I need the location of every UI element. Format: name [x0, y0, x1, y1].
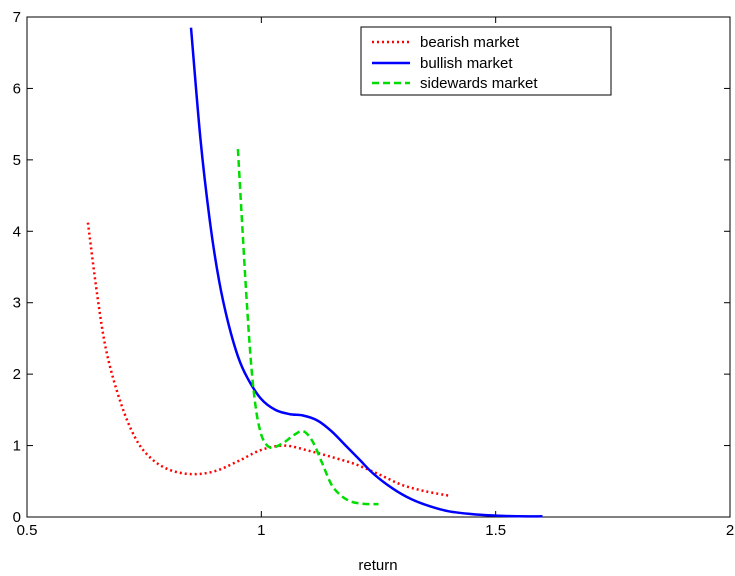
x-tick-label: 0.5 [17, 522, 38, 539]
series-lines [86, 27, 543, 518]
y-tick-label: 1 [13, 438, 21, 455]
series-line-sidewards [236, 149, 379, 506]
x-tick-label: 1.5 [485, 522, 506, 539]
y-tick-label: 2 [13, 366, 21, 383]
y-tick-label: 0 [13, 509, 21, 526]
y-tick-label: 4 [13, 223, 21, 240]
legend-label-bullish: bullish market [420, 55, 513, 72]
legend-label-bearish: bearish market [420, 34, 520, 51]
axis-ticks: 0.5 1 1.5 2 0 1 2 3 4 5 6 7 [13, 9, 735, 539]
x-tick-label: 1 [257, 522, 265, 539]
y-tick-label: 7 [13, 9, 21, 26]
legend: bearish market bullish market sidewards … [360, 26, 612, 96]
y-tick-label: 3 [13, 295, 21, 312]
legend-label-sidewards: sidewards market [420, 75, 538, 92]
x-axis-label: return [358, 557, 397, 574]
x-tick-label: 2 [726, 522, 734, 539]
plot-area [26, 16, 731, 518]
series-line-bearish [86, 222, 450, 497]
legend-box [360, 26, 612, 96]
y-tick-label: 6 [13, 80, 21, 97]
y-tick-label: 5 [13, 152, 21, 169]
series-line-bullish [189, 27, 543, 518]
